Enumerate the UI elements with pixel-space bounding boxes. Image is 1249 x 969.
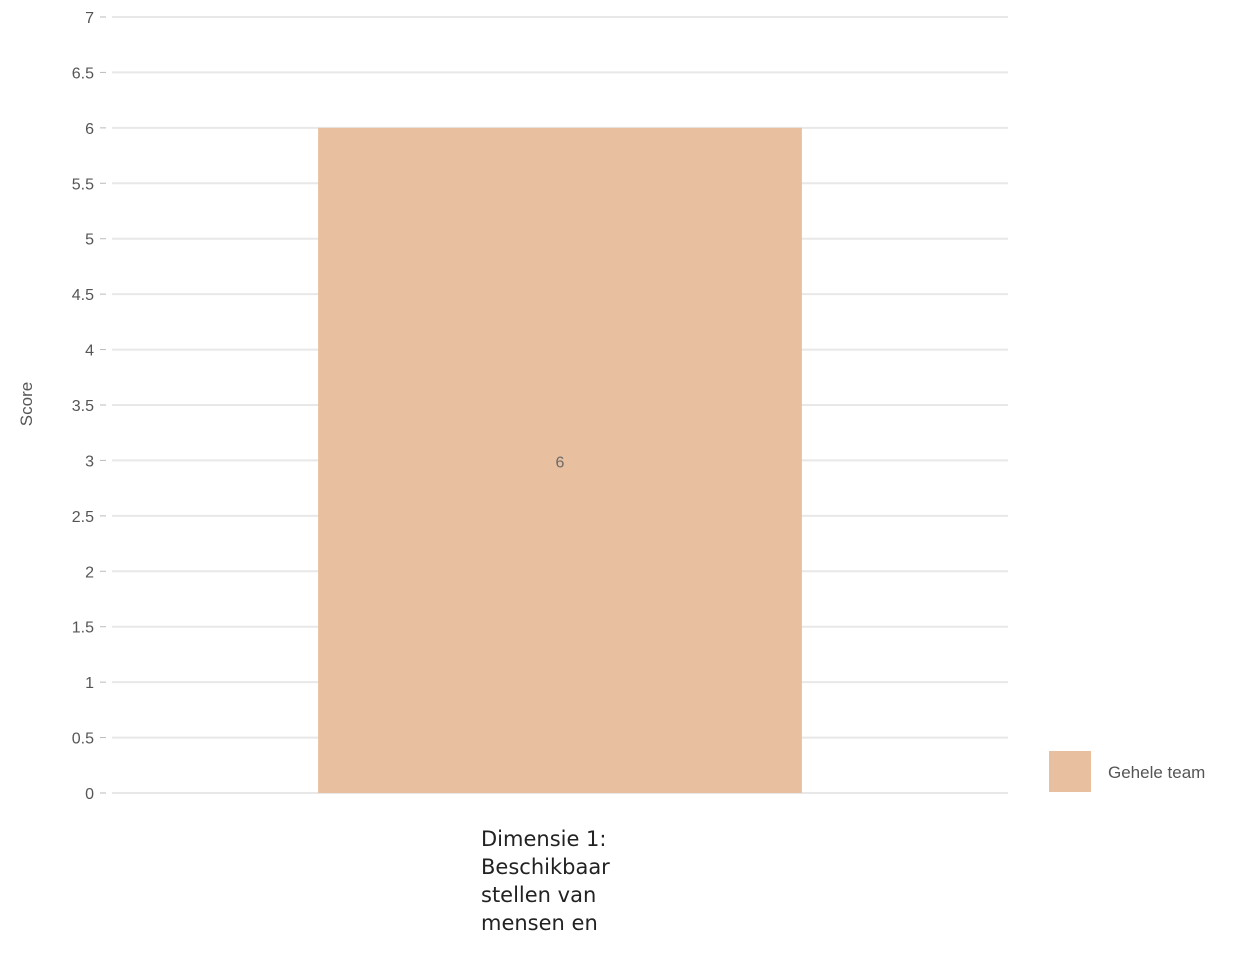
y-axis-label: Score [17, 382, 36, 426]
y-tick-label: 3 [85, 453, 94, 470]
legend-label: Gehele team [1108, 763, 1205, 782]
bar-value-label: 6 [556, 454, 565, 471]
y-tick-label: 1.5 [72, 620, 94, 637]
y-tick-label: 7 [85, 10, 94, 27]
y-tick-label: 6.5 [72, 65, 94, 82]
y-tick-label: 5.5 [72, 176, 94, 193]
y-tick-label: 5 [85, 232, 94, 249]
y-tick-label: 4 [85, 343, 94, 360]
y-tick-label: 2.5 [72, 509, 94, 526]
bar[interactable] [318, 127, 802, 794]
y-tick-label: 0 [85, 786, 94, 803]
bars [318, 127, 802, 794]
y-tick-label: 0.5 [72, 731, 94, 748]
legend[interactable]: Gehele team [1049, 751, 1205, 792]
y-tick-label: 6 [85, 121, 94, 138]
legend-swatch [1049, 751, 1091, 792]
y-tick-label: 3.5 [72, 398, 94, 415]
y-tick-label: 2 [85, 564, 94, 581]
y-tick-label: 1 [85, 675, 94, 692]
data-labels: 6 [556, 454, 565, 471]
y-tick-label: 4.5 [72, 287, 94, 304]
y-axis-ticks: 0 0.5 1 1.5 2 2.5 3 3.5 4 4.5 5 5.5 6 6.5 7 [72, 10, 106, 803]
x-category-label: Dimensie 1: Beschikbaar stellen van mens… [481, 827, 610, 935]
